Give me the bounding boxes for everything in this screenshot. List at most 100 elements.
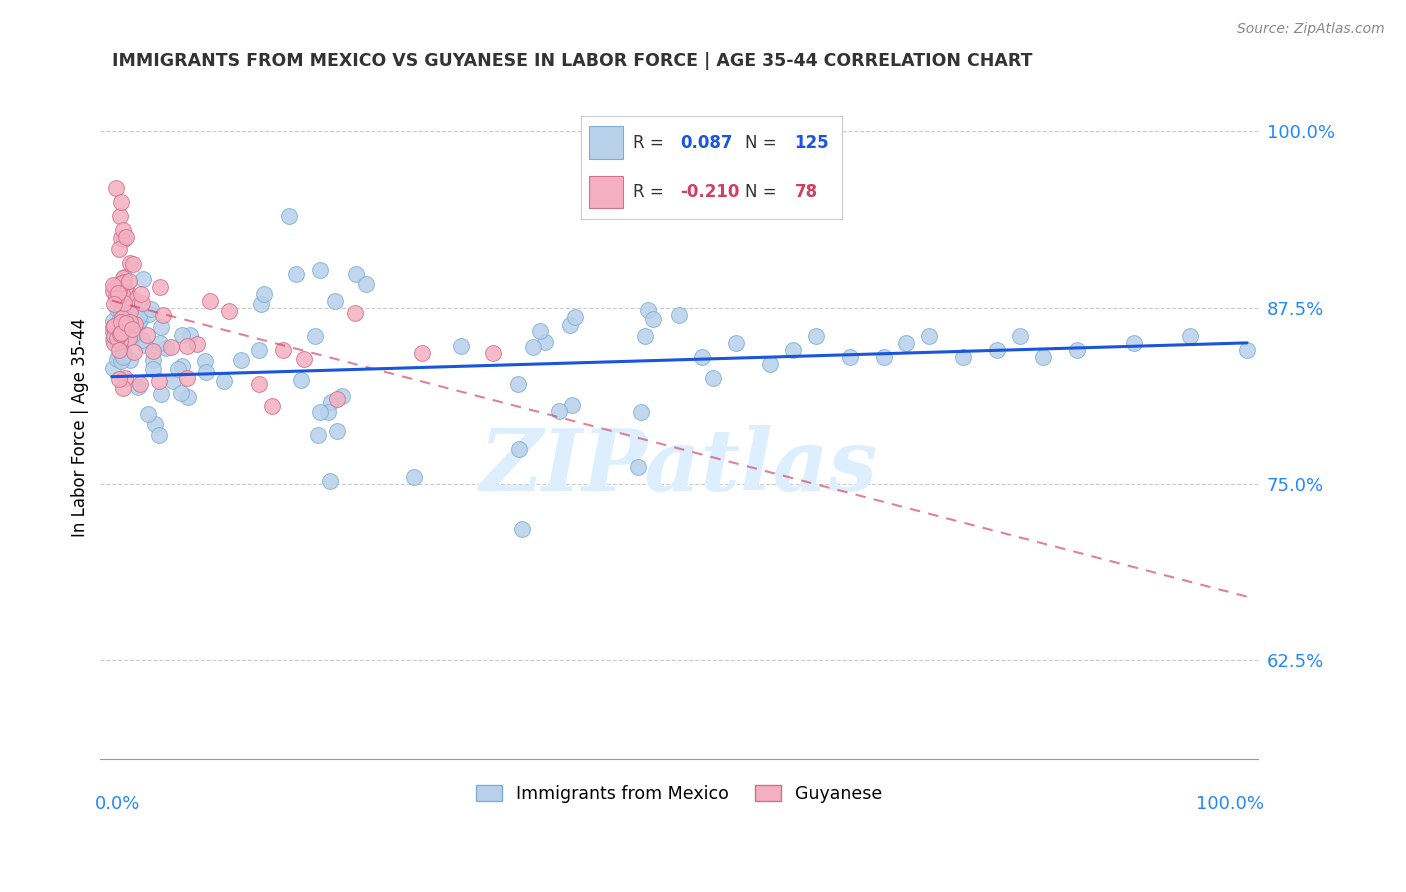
Point bbox=[344, 268, 367, 282]
Point bbox=[115, 298, 138, 312]
Point bbox=[112, 223, 135, 237]
Point bbox=[131, 287, 153, 301]
Point bbox=[112, 322, 135, 336]
Point bbox=[110, 277, 132, 291]
Point bbox=[110, 326, 132, 341]
Point bbox=[1122, 335, 1144, 350]
Point bbox=[325, 392, 347, 406]
Point bbox=[111, 350, 134, 364]
Point bbox=[131, 272, 153, 286]
Point bbox=[152, 308, 174, 322]
Point bbox=[112, 348, 135, 362]
Point bbox=[411, 346, 433, 360]
Point bbox=[111, 318, 134, 332]
Point bbox=[702, 371, 724, 385]
Point bbox=[290, 373, 312, 387]
Point bbox=[117, 315, 139, 329]
Point bbox=[179, 327, 201, 342]
Point bbox=[162, 374, 184, 388]
Point bbox=[309, 262, 332, 277]
Point bbox=[138, 307, 160, 321]
Point bbox=[111, 271, 134, 285]
Point bbox=[112, 232, 135, 246]
Point bbox=[547, 404, 569, 418]
Point bbox=[115, 321, 138, 335]
Point bbox=[111, 301, 134, 316]
Point bbox=[107, 332, 129, 346]
Point bbox=[114, 303, 136, 318]
Point bbox=[122, 256, 145, 270]
Point bbox=[149, 279, 172, 293]
Point bbox=[112, 347, 135, 361]
Point bbox=[107, 285, 129, 300]
Point bbox=[118, 256, 141, 270]
Point bbox=[104, 287, 127, 301]
Point bbox=[326, 424, 349, 438]
Point bbox=[124, 293, 146, 307]
Point bbox=[534, 334, 557, 349]
Point bbox=[131, 296, 153, 310]
Point bbox=[118, 291, 141, 305]
Point bbox=[120, 352, 142, 367]
Point bbox=[759, 357, 782, 371]
Point bbox=[194, 354, 217, 368]
Point bbox=[110, 304, 132, 318]
Point bbox=[918, 328, 941, 343]
Point bbox=[725, 335, 748, 350]
Point bbox=[873, 350, 896, 364]
Point bbox=[176, 339, 198, 353]
Point bbox=[482, 345, 505, 359]
Point bbox=[115, 230, 138, 244]
Point bbox=[637, 303, 659, 318]
Point bbox=[307, 428, 329, 442]
Point bbox=[564, 310, 586, 324]
Point bbox=[115, 310, 138, 324]
Point bbox=[402, 470, 425, 484]
Point bbox=[112, 275, 135, 289]
Point bbox=[690, 350, 713, 364]
Point bbox=[114, 302, 136, 317]
Point bbox=[142, 343, 165, 358]
Point bbox=[112, 296, 135, 310]
Point bbox=[104, 290, 127, 304]
Point bbox=[105, 351, 128, 366]
Point bbox=[112, 380, 135, 394]
Point bbox=[450, 339, 472, 353]
Point bbox=[103, 361, 125, 376]
Point bbox=[103, 297, 125, 311]
Point bbox=[330, 389, 353, 403]
Point bbox=[111, 277, 134, 291]
Text: 0.0%: 0.0% bbox=[94, 796, 141, 814]
Point bbox=[131, 333, 153, 347]
Point bbox=[218, 304, 240, 318]
Point bbox=[103, 321, 125, 335]
Point bbox=[253, 287, 276, 301]
Point bbox=[122, 299, 145, 313]
Point bbox=[309, 405, 332, 419]
Point bbox=[1032, 350, 1054, 364]
Point bbox=[782, 343, 804, 357]
Point bbox=[104, 280, 127, 294]
Point bbox=[508, 376, 530, 391]
Point bbox=[952, 350, 974, 364]
Point bbox=[136, 327, 159, 342]
Point bbox=[112, 270, 135, 285]
Point bbox=[510, 522, 533, 536]
Point bbox=[318, 475, 340, 489]
Text: Source: ZipAtlas.com: Source: ZipAtlas.com bbox=[1237, 22, 1385, 37]
Point bbox=[108, 314, 131, 328]
Point bbox=[304, 329, 326, 343]
Text: 100.0%: 100.0% bbox=[1197, 796, 1264, 814]
Point bbox=[129, 312, 152, 326]
Point bbox=[155, 341, 177, 355]
Point bbox=[110, 283, 132, 297]
Point bbox=[120, 314, 142, 328]
Point bbox=[115, 331, 138, 345]
Point bbox=[101, 278, 124, 293]
Point bbox=[229, 352, 252, 367]
Point bbox=[110, 354, 132, 368]
Point bbox=[111, 310, 134, 325]
Point bbox=[142, 362, 165, 376]
Point bbox=[285, 267, 308, 281]
Point bbox=[558, 318, 581, 332]
